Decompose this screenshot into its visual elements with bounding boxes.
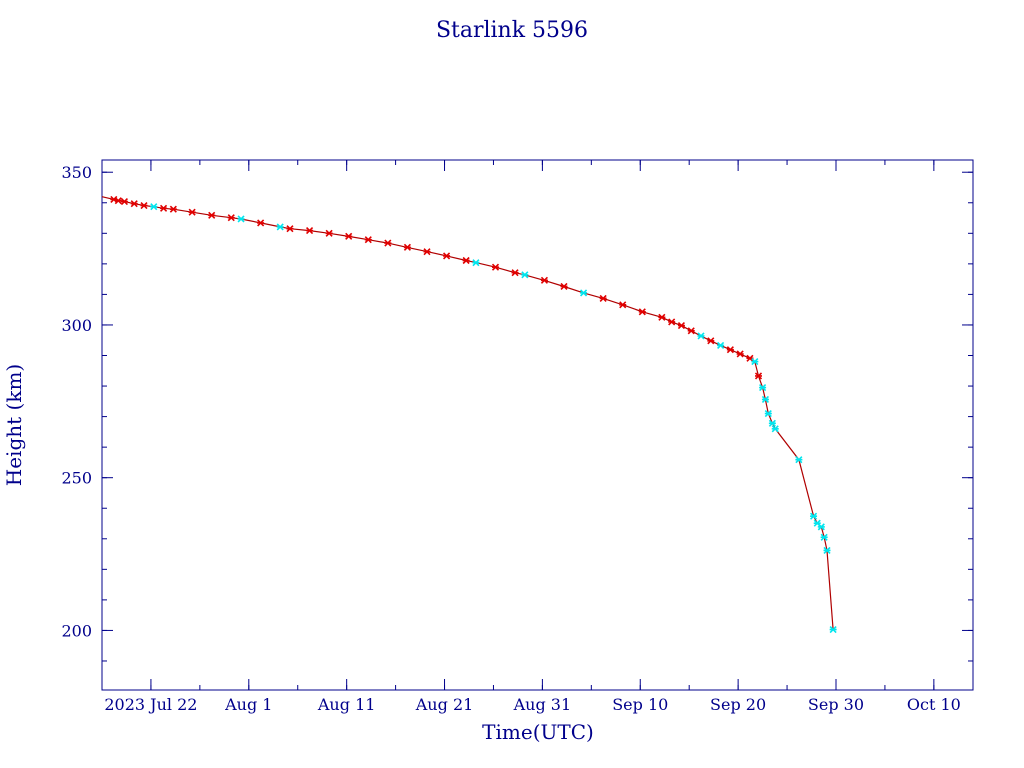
data-point-marker [677,322,686,330]
x-tick-label: Aug 21 [415,695,474,714]
plot-frame [101,159,974,691]
data-point-marker [795,456,803,464]
data-point-marker [276,223,284,231]
data-point-marker [403,243,411,251]
data-point-marker [423,248,431,256]
y-tick-label: 200 [61,621,92,640]
data-point-marker [768,419,776,427]
y-axis-label: Height (km) [2,364,26,486]
data-point-marker [823,546,831,554]
data-point-marker [717,341,725,349]
data-point-marker [120,197,128,206]
data-point-marker [619,301,627,309]
data-point-marker [227,214,235,222]
data-point-marker [150,203,158,211]
data-point-marker [114,197,122,205]
data-point-marker [521,271,529,279]
data-point-marker [754,372,763,380]
data-point-marker [169,205,177,213]
data-point-marker [384,239,392,247]
data-point-marker [364,236,372,244]
x-tick-label: Sep 30 [808,695,864,714]
data-point-marker [208,211,216,219]
x-tick-label: Sep 10 [612,695,668,714]
data-point-marker [751,358,759,366]
data-point-marker [764,409,772,418]
data-point-marker [140,201,148,210]
data-point-marker [472,259,480,267]
data-point-marker [658,313,666,321]
x-tick-label: Aug 11 [317,695,376,714]
data-point-marker [736,350,744,358]
data-point-marker [305,226,314,235]
data-point-marker [462,256,470,265]
data-point-marker [560,282,568,291]
data-point-marker [257,219,265,227]
axis-ticks: 2023 Jul 22 Aug 1 Aug 11 Aug 21 Aug 31 Sep 10… [61,160,973,714]
data-point-marker [511,269,519,277]
data-point-marker [687,327,695,335]
data-point-marker [286,225,294,233]
x-axis-label: Time(UTC) [482,720,594,744]
data-point-marker [638,308,646,316]
chart-title: Starlink 5596 [436,18,588,43]
data-point-marker [237,215,245,223]
data-point-marker [599,294,607,302]
data-markers [110,195,837,634]
data-point-marker [697,332,705,340]
data-point-marker [130,200,138,208]
data-point-marker [668,318,676,326]
data-point-marker [726,346,734,354]
x-tick-label: Sep 20 [710,695,766,714]
x-tick-label: Oct 10 [907,695,961,714]
data-point-marker [443,252,451,260]
data-point-marker [325,229,333,237]
x-tick-label: Aug 1 [224,695,272,714]
data-point-marker [540,276,548,284]
data-point-marker [160,204,168,212]
data-point-marker [771,425,779,433]
data-point-marker [829,625,837,634]
data-point-marker [761,395,770,404]
data-point-marker [707,337,715,345]
y-tick-label: 350 [61,163,92,182]
data-point-marker [345,232,353,240]
data-point-marker [491,263,500,271]
data-point-marker [580,289,588,297]
data-point-marker [820,533,828,541]
y-tick-label: 300 [61,316,92,335]
data-point-marker [809,512,818,520]
data-point-marker [817,523,825,531]
y-tick-label: 250 [61,469,92,488]
data-point-marker [759,384,767,392]
x-tick-label: Aug 31 [513,695,572,714]
data-point-marker [188,208,196,216]
x-tick-label: 2023 Jul 22 [104,695,197,714]
